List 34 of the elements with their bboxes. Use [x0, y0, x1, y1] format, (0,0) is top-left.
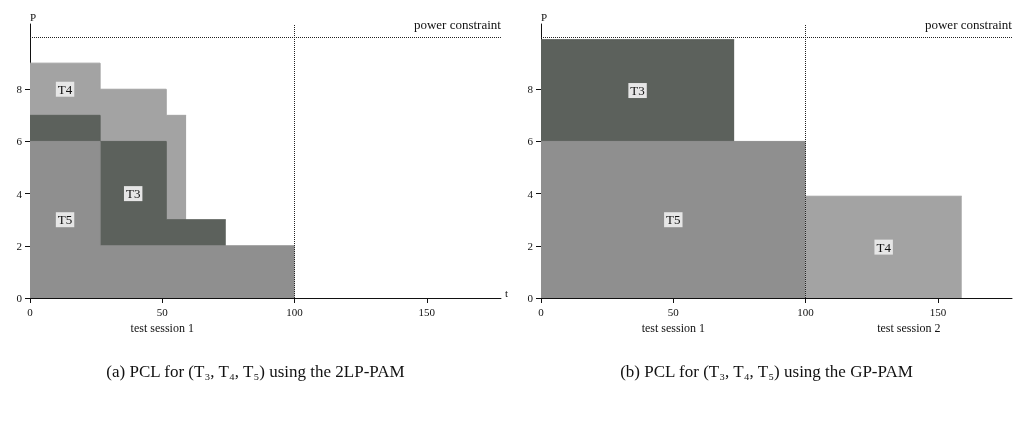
series-label: T4	[57, 81, 73, 97]
y-tick-label: 4	[527, 187, 534, 200]
x-tick-label: 150	[418, 305, 436, 318]
y-axis-title: P	[30, 10, 37, 23]
x-tick-label: 0	[538, 305, 545, 318]
y-tick-label: 4	[16, 187, 23, 200]
x-axis-title: t	[504, 286, 509, 299]
text: test session 2	[877, 321, 941, 335]
text: test session 1	[641, 321, 705, 335]
x-tick-label: 100	[797, 305, 815, 318]
y-axis-title: P	[541, 10, 548, 23]
y-tick-label: 2	[527, 239, 533, 252]
ref-line-label: power constraint	[413, 17, 502, 33]
text: (a) PCL for (T₃, T₄, T₅) using the 2LP-PAM	[106, 362, 405, 381]
text: (b) PCL for (T₃, T₄, T₅) using the GP-PAM	[620, 362, 913, 381]
series-label: T3	[630, 83, 645, 99]
x-tick-label: 150	[929, 305, 947, 318]
x-tick-label: 50	[667, 305, 680, 318]
y-tick-label: 8	[16, 83, 23, 96]
text: test session 1	[130, 321, 194, 335]
y-tick-label: 6	[527, 135, 534, 148]
y-tick-label: 2	[16, 239, 22, 252]
y-tick-label: 6	[16, 135, 23, 148]
x-tick-label: 100	[286, 305, 304, 318]
ref-line-label: power constraint	[924, 17, 1013, 33]
x-tick-label: 0	[27, 305, 34, 318]
y-tick-label: 0	[527, 292, 534, 304]
series-label: T3	[125, 186, 141, 202]
x-tick-label: 50	[156, 305, 169, 318]
y-tick-label: 8	[527, 83, 534, 96]
series-label: T5	[57, 212, 73, 228]
y-tick-label: 0	[16, 292, 23, 304]
series-label: T5	[666, 212, 681, 228]
series-label: T4	[876, 239, 892, 255]
